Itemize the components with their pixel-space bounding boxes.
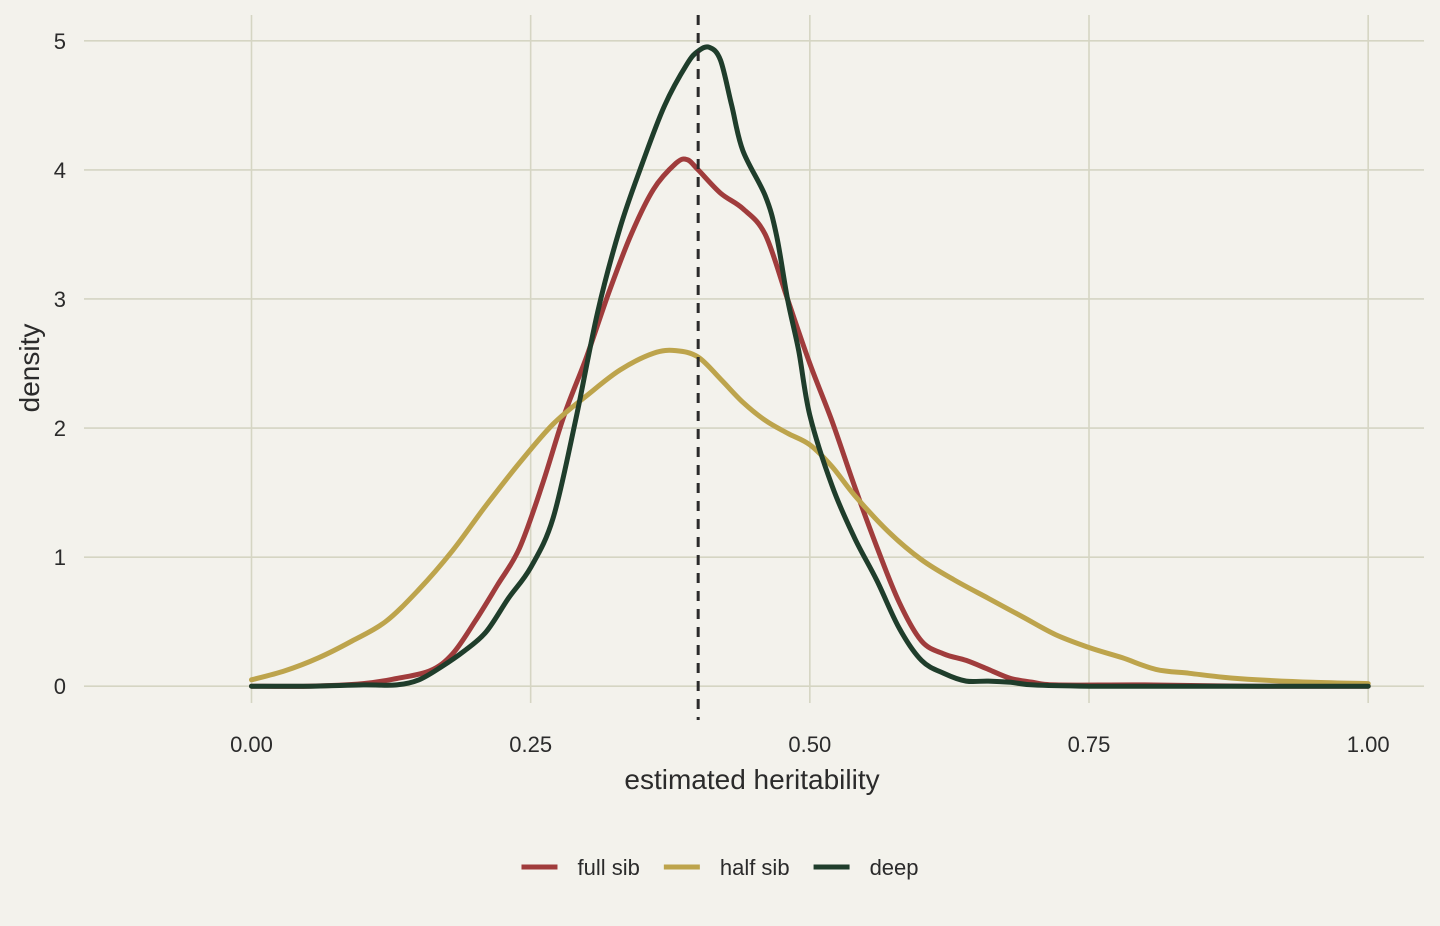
y-tick-label: 0 xyxy=(54,674,66,699)
legend-label: deep xyxy=(870,855,919,880)
y-tick-label: 5 xyxy=(54,29,66,54)
legend-label: full sib xyxy=(577,855,639,880)
x-tick-label: 0.25 xyxy=(509,732,552,757)
x-axis-ticks: 0.00 0.25 0.50 0.75 1.00 xyxy=(230,732,1389,757)
y-tick-label: 1 xyxy=(54,545,66,570)
y-axis-ticks: 0 1 2 3 4 5 xyxy=(54,29,66,699)
series-line-full-sib xyxy=(249,156,1371,689)
legend: full sib half sib deep xyxy=(521,855,919,880)
series-lines xyxy=(249,44,1371,689)
series-line-half-sib xyxy=(249,347,1371,687)
y-tick-label: 2 xyxy=(54,416,66,441)
y-axis-title: density xyxy=(14,324,45,413)
y-tick-label: 4 xyxy=(54,158,66,183)
x-tick-label: 0.00 xyxy=(230,732,273,757)
y-tick-label: 3 xyxy=(54,287,66,312)
x-tick-label: 1.00 xyxy=(1347,732,1390,757)
legend-label: half sib xyxy=(720,855,790,880)
series-line-deep xyxy=(249,44,1371,689)
x-axis-title: estimated heritability xyxy=(624,764,879,795)
x-tick-label: 0.50 xyxy=(788,732,831,757)
x-tick-label: 0.75 xyxy=(1068,732,1111,757)
